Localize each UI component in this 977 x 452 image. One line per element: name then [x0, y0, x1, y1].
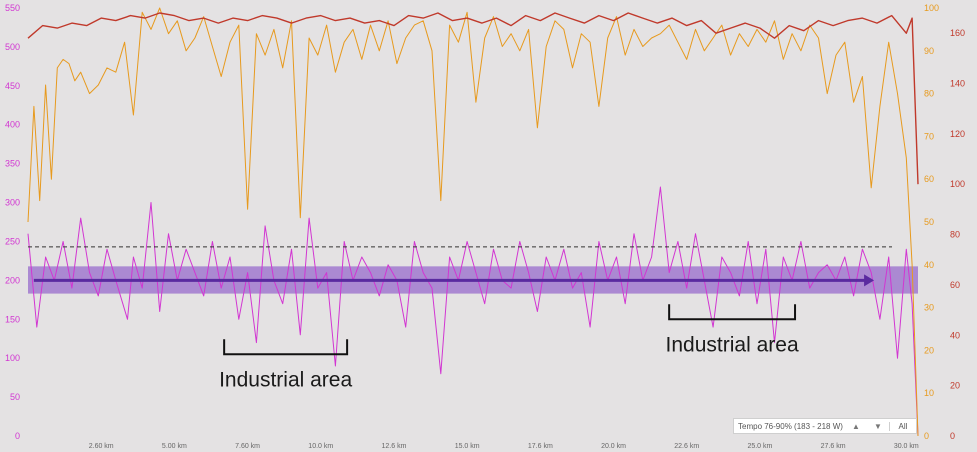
right-inner-axis-tick-label: 30: [924, 303, 934, 313]
right-inner-axis-tick-label: 40: [924, 260, 934, 270]
right-outer-axis-tick-label: 60: [950, 280, 960, 290]
left-axis-tick-label: 550: [5, 3, 20, 13]
trend-arrow-head: [864, 274, 875, 287]
right-inner-axis-tick-label: 80: [924, 89, 934, 99]
right-inner-axis-tick-label: 90: [924, 46, 934, 56]
right-outer-axis-tick-label: 0: [950, 431, 955, 441]
x-axis-tick-label: 2.60 km: [89, 443, 114, 450]
right-outer-axis-tick-label: 160: [950, 28, 965, 38]
plot-area: [28, 8, 918, 436]
x-axis-tick-label: 12.6 km: [382, 443, 407, 450]
zone-all-button[interactable]: All: [889, 421, 916, 431]
left-axis-tick-label: 100: [5, 353, 20, 363]
right-outer-axis-tick-label: 100: [950, 179, 965, 189]
left-axis-tick-label: 250: [5, 236, 20, 246]
x-axis-tick-label: 27.6 km: [821, 443, 846, 450]
right-outer-axis-tick-label: 140: [950, 79, 965, 89]
left-axis-tick-label: 150: [5, 314, 20, 324]
right-inner-axis-tick-label: 50: [924, 217, 934, 227]
left-axis-tick-label: 350: [5, 159, 20, 169]
annotation-bracket: [223, 339, 349, 356]
annotation-label: Industrial area: [219, 368, 352, 391]
heart-rate-series-line: [27, 12, 919, 185]
right-inner-axis-tick-label: 70: [924, 131, 934, 141]
x-axis-tick-label: 5.00 km: [162, 443, 187, 450]
right-inner-axis-tick-label: 0: [924, 431, 929, 441]
zone-selector-label: Tempo 76-90% (183 - 218 W): [738, 421, 843, 431]
zone-down-button[interactable]: ▼: [874, 421, 882, 431]
x-axis-tick-label: 17.6 km: [528, 443, 553, 450]
annotation-label: Industrial area: [666, 333, 799, 356]
right-inner-axis-tick-label: 60: [924, 174, 934, 184]
x-axis-tick-label: 10.0 km: [308, 443, 333, 450]
right-inner-axis-tick-label: 100: [924, 3, 939, 13]
right-inner-axis-tick-label: 10: [924, 388, 934, 398]
left-axis-tick-label: 500: [5, 42, 20, 52]
x-axis-tick-label: 25.0 km: [747, 443, 772, 450]
x-axis-tick-label: 7.60 km: [235, 443, 260, 450]
left-axis-tick-label: 450: [5, 81, 20, 91]
annotation-bracket: [668, 304, 797, 321]
x-axis-tick-label: 22.6 km: [674, 443, 699, 450]
left-axis-tick-label: 50: [10, 392, 20, 402]
x-axis-tick-label: 30.0 km: [894, 443, 919, 450]
left-axis-tick-label: 400: [5, 120, 20, 130]
zone-up-button[interactable]: ▲: [852, 421, 860, 431]
cadence-series-line: [27, 7, 919, 437]
right-outer-axis-tick-label: 120: [950, 129, 965, 139]
right-outer-axis-tick-label: 80: [950, 230, 960, 240]
right-outer-axis-tick-label: 40: [950, 330, 960, 340]
right-inner-axis-tick-label: 20: [924, 345, 934, 355]
right-outer-axis-tick-label: 20: [950, 381, 960, 391]
zone-selector: Tempo 76-90% (183 - 218 W) ▲ ▼ All: [733, 418, 917, 434]
left-axis-tick-label: 0: [15, 431, 20, 441]
left-axis-tick-label: 300: [5, 198, 20, 208]
x-axis-tick-label: 20.0 km: [601, 443, 626, 450]
left-axis-tick-label: 200: [5, 275, 20, 285]
x-axis-tick-label: 15.0 km: [455, 443, 480, 450]
